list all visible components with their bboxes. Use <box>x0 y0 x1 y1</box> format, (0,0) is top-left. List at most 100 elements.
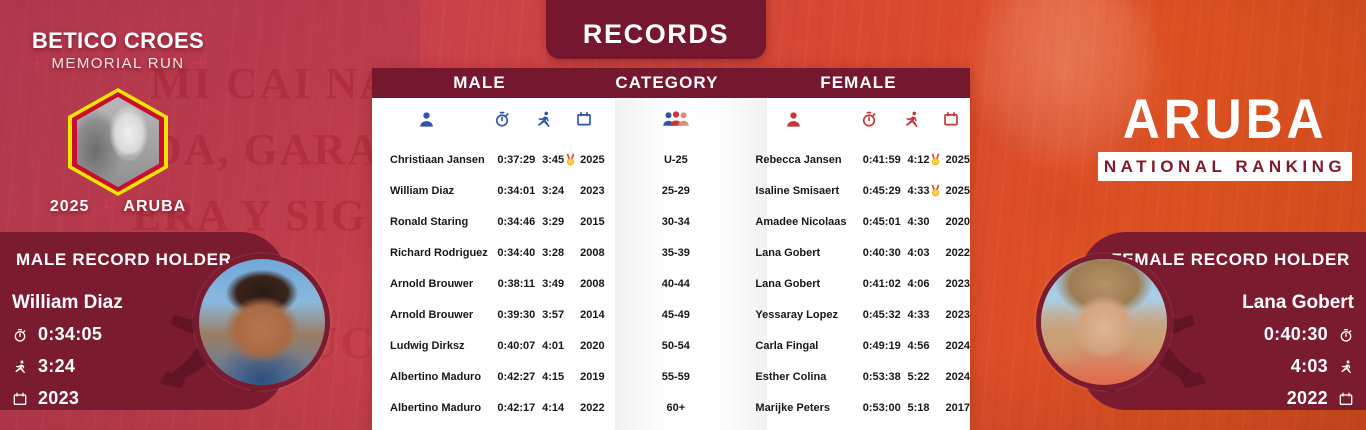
logo-subtitle: MEMORIAL RUN <box>51 55 185 72</box>
female-year: 2024 <box>945 370 970 383</box>
female-calendar-icon-cell <box>932 110 970 128</box>
male-time: 0:39:30 <box>497 308 536 321</box>
female-medal <box>930 184 943 197</box>
male-pace: 3:45 <box>542 153 565 166</box>
male-name: Albertino Maduro <box>390 370 482 383</box>
runner-icon <box>15 360 26 373</box>
male-year: 2015 <box>580 215 605 228</box>
male-record-time-value: 0:34:05 <box>38 324 103 344</box>
female-record-time-value: 0:40:30 <box>1263 324 1328 344</box>
male-time: 0:40:07 <box>497 339 536 352</box>
male-year: 2019 <box>580 370 605 383</box>
table-row: William Diaz 0:34:01 3:24 2023 25-29 Isaline … <box>372 175 970 206</box>
female-time: 0:41:59 <box>862 153 901 166</box>
event-logo: BETICO CROES MEMORIAL RUN 2025 ARUBA <box>12 30 224 220</box>
female-year: 2023 <box>945 277 970 290</box>
male-name: Albertino Maduro <box>390 401 482 414</box>
stopwatch-icon <box>1340 328 1352 342</box>
female-name: Lana Gobert <box>755 246 821 259</box>
female-pace: 4:56 <box>907 339 930 352</box>
female-pace: 5:18 <box>907 401 930 414</box>
female-record-year-value: 2022 <box>1286 388 1328 408</box>
category-label: 30-34 <box>661 215 690 228</box>
table-header-category: CATEGORY <box>615 73 719 92</box>
female-record-holder-card: FEMALE RECORD HOLDER Lana Gobert 0:40:30… <box>1036 232 1366 410</box>
female-pace: 4:33 <box>907 308 930 321</box>
male-time: 0:34:01 <box>497 184 536 197</box>
category-group-icon-cell <box>613 109 740 129</box>
table-body: Christiaan Jansen 0:37:29 3:45 2025 U-25 Rebe… <box>372 144 970 423</box>
male-name: Arnold Brouwer <box>390 308 474 321</box>
records-banner-label: RECORDS <box>582 19 730 49</box>
category-column-band <box>615 98 767 430</box>
table-header-female: FEMALE <box>820 73 897 92</box>
male-year: 2020 <box>580 339 605 352</box>
category-label: 25-29 <box>661 184 690 197</box>
male-pace: 3:49 <box>542 277 565 290</box>
calendar-icon <box>944 111 958 126</box>
ranking-subtitle: NATIONAL RANKING <box>1103 157 1347 177</box>
male-time: 0:38:11 <box>497 277 535 290</box>
table-row: Albertino Maduro 0:42:27 4:15 2019 55-59 Esth… <box>372 361 970 392</box>
female-time: 0:53:00 <box>862 401 901 414</box>
male-time: 0:34:46 <box>497 215 536 228</box>
male-name: William Diaz <box>390 184 455 197</box>
female-time: 0:49:19 <box>862 339 901 352</box>
ranking-subtitle-band: NATIONAL RANKING <box>1098 152 1352 182</box>
female-year: 2025 <box>945 184 970 197</box>
male-year: 2008 <box>580 277 605 290</box>
female-year: 2023 <box>945 308 970 321</box>
records-table: MALE CATEGORY FEMALE <box>372 68 970 430</box>
female-pace: 4:03 <box>907 246 930 259</box>
runner-icon <box>538 111 551 127</box>
table-icon-row <box>372 102 970 136</box>
female-record-holder-title: FEMALE RECORD HOLDER <box>1111 250 1350 269</box>
male-record-pace: 3:24 <box>12 356 75 377</box>
stopwatch-icon <box>495 111 509 127</box>
male-pace: 3:28 <box>542 246 565 259</box>
male-year: 2014 <box>580 308 605 321</box>
medal-icon <box>932 153 940 166</box>
male-record-year: 2023 <box>12 388 79 409</box>
male-time: 0:37:29 <box>497 153 536 166</box>
female-name: Yessaray Lopez <box>755 308 838 321</box>
male-time: 0:34:40 <box>497 246 536 259</box>
table-row: Arnold Brouwer 0:38:11 3:49 2008 40-44 Lana G… <box>372 268 970 299</box>
female-record-pace: 4:03 <box>1291 356 1354 377</box>
table-row: Christiaan Jansen 0:37:29 3:45 2025 U-25 Rebe… <box>372 144 970 175</box>
female-pace: 4:33 <box>907 184 930 197</box>
category-label: U-25 <box>663 153 688 166</box>
female-time: 0:45:01 <box>862 215 901 228</box>
male-record-holder-name: William Diaz <box>12 292 123 313</box>
female-pace: 5:22 <box>907 370 930 383</box>
male-year: 2008 <box>580 246 605 259</box>
female-time: 0:45:32 <box>862 308 901 321</box>
medal-icon <box>932 184 940 197</box>
male-pace: 3:24 <box>542 184 565 197</box>
female-name: Isaline Smisaert <box>755 184 840 197</box>
table-row: Albertino Maduro 0:42:17 4:14 2022 60+ Marijk… <box>372 392 970 423</box>
logo-place: ARUBA <box>123 198 187 215</box>
medal-icon <box>566 153 575 166</box>
stopwatch-icon <box>863 111 876 127</box>
female-pace: 4:30 <box>907 215 930 228</box>
calendar-icon <box>1339 392 1353 405</box>
ranking-title: ARUBA <box>1122 87 1328 150</box>
female-record-pace-value: 4:03 <box>1290 356 1328 376</box>
male-record-holder-photo <box>194 254 330 390</box>
table-row: Richard Rodriguez 0:34:40 3:28 2008 35-39 Lan… <box>372 237 970 268</box>
male-year: 2022 <box>580 401 605 414</box>
person-icon <box>787 111 800 127</box>
male-name: Ronald Staring <box>390 215 469 228</box>
male-calendar-icon-cell <box>564 110 602 128</box>
category-label: 45-49 <box>661 308 690 321</box>
runner-icon <box>905 111 918 127</box>
male-record-year-value: 2023 <box>38 388 80 408</box>
female-year: 2022 <box>945 246 970 259</box>
male-year: 2025 <box>580 153 605 166</box>
female-name: Marijke Peters <box>755 401 831 414</box>
table-header-male: MALE <box>453 73 506 92</box>
national-ranking-block: ARUBA NATIONAL RANKING <box>1098 87 1352 182</box>
female-record-year: 2022 <box>1287 388 1354 409</box>
